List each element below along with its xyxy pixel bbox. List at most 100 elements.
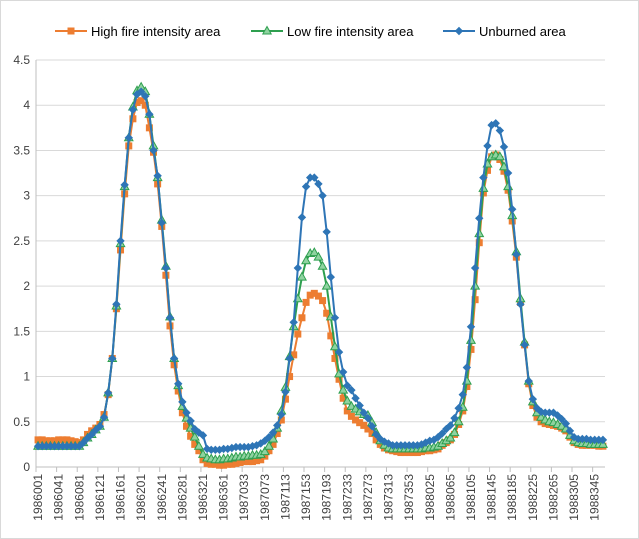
data-point: [310, 289, 318, 297]
data-point: [512, 250, 521, 259]
x-tick-label: 1988225: [526, 474, 540, 521]
x-tick-label: 1986041: [52, 474, 66, 521]
data-point: [281, 387, 290, 397]
data-point: [557, 414, 566, 424]
axes: 0 0.5 1 1.5 2 2.5 3 3.5 4 4.5 1986001 1986041 198608…: [13, 53, 605, 521]
legend: High fire intensity area Low fire intensi…: [55, 24, 566, 39]
legend-item-high-fire: High fire intensity area: [55, 24, 221, 39]
data-point: [186, 416, 195, 426]
data-point: [494, 151, 505, 161]
data-point: [157, 218, 166, 227]
data-point: [165, 313, 175, 322]
data-point: [503, 168, 513, 178]
data-point: [293, 263, 303, 273]
data-point: [193, 440, 204, 450]
series-unburned: [33, 87, 608, 455]
data-point: [264, 432, 274, 442]
data-point: [174, 379, 183, 388]
data-point: [141, 91, 150, 101]
data-point: [220, 461, 228, 469]
data-point: [533, 413, 541, 421]
data-point: [273, 421, 282, 430]
gridlines: [36, 59, 605, 468]
x-tick-label: 1987153: [299, 474, 313, 521]
x-tick-label: 1986001: [31, 474, 45, 521]
x-tick-label: 1988065: [443, 474, 457, 521]
data-point: [199, 456, 207, 464]
data-point: [471, 296, 479, 304]
x-tick-label: 1988145: [485, 474, 499, 521]
data-point: [327, 332, 335, 340]
data-point: [355, 401, 364, 410]
data-point: [322, 227, 331, 237]
data-point: [240, 458, 248, 466]
data-point: [465, 334, 477, 344]
data-point: [470, 263, 480, 273]
data-point: [368, 430, 376, 438]
data-point: [182, 408, 191, 417]
data-point: [103, 388, 113, 398]
data-point: [197, 448, 209, 458]
data-point: [409, 449, 417, 457]
data-point: [79, 438, 88, 447]
data-point: [248, 458, 256, 466]
data-point: [343, 407, 351, 415]
data-point: [169, 354, 179, 363]
data-point: [310, 173, 319, 182]
data-point: [508, 205, 517, 214]
y-tick-label: 4.5: [13, 53, 30, 67]
data-point: [495, 126, 505, 135]
data-point: [446, 421, 455, 430]
data-point: [263, 440, 275, 450]
data-point: [450, 413, 459, 423]
data-point: [360, 421, 368, 429]
data-point: [178, 397, 187, 407]
data-point: [454, 404, 463, 413]
data-point: [466, 322, 476, 332]
data-point: [372, 436, 380, 444]
data-point: [397, 449, 405, 457]
data-point: [541, 420, 549, 428]
y-tick-label: 2: [23, 279, 30, 293]
data-point: [273, 430, 281, 438]
y-tick-label: 1.5: [13, 324, 30, 338]
data-point: [259, 446, 270, 456]
data-point: [298, 314, 306, 322]
series-line-unburned: [38, 90, 603, 451]
data-point: [289, 318, 298, 327]
data-point: [136, 87, 146, 96]
data-point: [269, 440, 277, 448]
data-point: [34, 436, 42, 444]
data-point: [294, 330, 302, 338]
data-point: [598, 435, 608, 445]
data-point: [95, 422, 105, 431]
legend-marker: [261, 25, 273, 35]
data-point: [561, 419, 571, 428]
x-tick-label: 1986361: [217, 474, 231, 521]
legend-marker: [67, 27, 75, 35]
data-point: [491, 119, 500, 128]
data-point: [120, 180, 129, 190]
data-point: [321, 280, 332, 290]
x-tick-label: 1987273: [361, 474, 375, 521]
x-tick-label: 1986201: [134, 474, 148, 521]
y-tick-label: 0.5: [13, 415, 30, 429]
data-point: [458, 390, 467, 399]
x-tick-label: 1986121: [93, 474, 107, 521]
data-point: [314, 179, 323, 189]
data-point: [524, 376, 533, 386]
data-point: [339, 394, 347, 402]
x-tick-label: 1988345: [588, 474, 602, 521]
legend-label: High fire intensity area: [91, 24, 221, 39]
data-point: [63, 436, 71, 444]
data-point: [306, 291, 314, 299]
data-point: [116, 236, 125, 246]
data-point: [376, 440, 384, 448]
data-point: [301, 182, 311, 191]
data-point: [195, 447, 203, 455]
data-point: [128, 105, 138, 114]
data-point: [363, 413, 373, 423]
data-point: [191, 440, 199, 448]
